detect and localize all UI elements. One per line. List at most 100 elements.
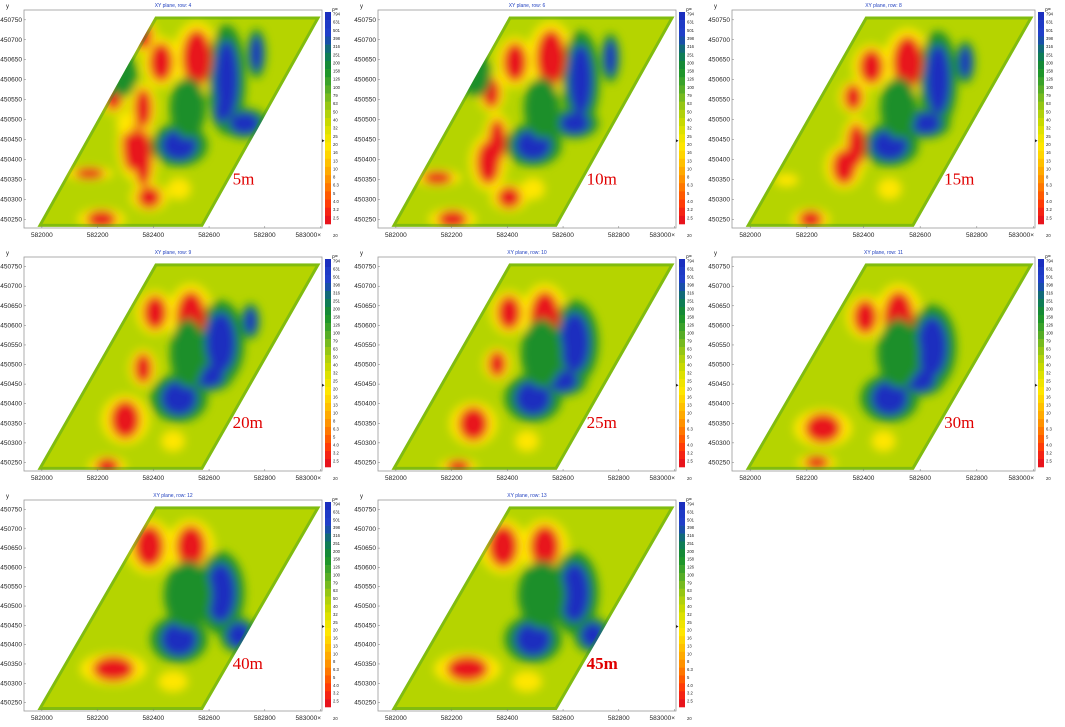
colorbar-unit: ρ= bbox=[332, 7, 338, 13]
y-tick-label: 450450 bbox=[354, 381, 376, 388]
y-tick-label: 450500 bbox=[0, 117, 22, 124]
colorbar-tick: 316 bbox=[1046, 44, 1054, 49]
colorbar-tick: 100 bbox=[687, 85, 695, 90]
survey-area bbox=[391, 16, 675, 227]
colorbar-tick: 126 bbox=[687, 565, 695, 570]
colorbar: 794 631 501 398 316 251 200 158 126 100 79 63 50 40 32… bbox=[325, 12, 341, 225]
x-tick-label: 582000 bbox=[385, 232, 407, 239]
colorbar-tick: 5 bbox=[687, 191, 690, 196]
x-tick-label: 582600 bbox=[198, 475, 220, 482]
y-tick-label: 450450 bbox=[354, 622, 376, 629]
colorbar-tick: 40 bbox=[1046, 118, 1051, 123]
y-tick-label: 450250 bbox=[0, 216, 22, 223]
x-tick-label: 582800 bbox=[966, 475, 988, 482]
y-tick-label: 450650 bbox=[708, 303, 730, 310]
y-tick-label: 450400 bbox=[708, 156, 730, 163]
depth-label: 30m bbox=[944, 413, 974, 432]
panel-6: XY plane, row: 11 y 450750 450700 450650 4506… bbox=[708, 247, 1065, 487]
y-tick-label: 450750 bbox=[708, 17, 730, 24]
colorbar-tick: 25 bbox=[687, 379, 692, 384]
survey-area bbox=[37, 263, 321, 470]
y-tick-label: 450400 bbox=[708, 401, 730, 408]
colorbar-tick: 398 bbox=[1046, 36, 1054, 41]
colorbar-tick: 3.2 bbox=[687, 451, 693, 456]
colorbar-unit: ρ= bbox=[332, 497, 338, 503]
x-tick-label: 582400 bbox=[142, 475, 164, 482]
panel-title: XY plane, row: 10 bbox=[507, 250, 547, 256]
x-tick-label: 583000× bbox=[1009, 475, 1035, 482]
colorbar-min: 20 bbox=[687, 476, 692, 481]
colorbar-tick: 158 bbox=[1046, 69, 1054, 74]
x-tick-label: 582400 bbox=[853, 475, 875, 482]
y-tick-label: 450750 bbox=[354, 506, 376, 513]
colorbar-tick: 8 bbox=[1046, 419, 1049, 424]
y-tick-label: 450350 bbox=[0, 661, 22, 668]
colorbar-tick: 50 bbox=[333, 596, 338, 601]
colorbar-tick: 16 bbox=[687, 636, 692, 641]
colorbar-tick: 631 bbox=[687, 267, 695, 272]
colorbar-tick: 50 bbox=[1046, 355, 1051, 360]
colorbar-tick: 2.5 bbox=[1046, 215, 1052, 220]
colorbar-tick: 20 bbox=[687, 387, 692, 392]
heatmap-svg-4: XY plane, row: 9 y 450750 450700 450650 45060… bbox=[0, 250, 341, 482]
y-tick-label: 450550 bbox=[708, 97, 730, 104]
colorbar-tick: 3.2 bbox=[687, 691, 693, 696]
y-tick-label: 450650 bbox=[708, 57, 730, 64]
colorbar-tick: 20 bbox=[333, 387, 338, 392]
survey-area bbox=[391, 263, 675, 470]
y-axis-label: y bbox=[360, 251, 363, 257]
colorbar-tick: 3.2 bbox=[1046, 451, 1052, 456]
colorbar-tick: 2.5 bbox=[687, 215, 693, 220]
survey-area bbox=[745, 16, 1034, 227]
colorbar-tick: 5 bbox=[333, 191, 336, 196]
y-tick-label: 450450 bbox=[0, 136, 22, 143]
colorbar-tick: 100 bbox=[687, 331, 695, 336]
heatmap-svg-8: XY plane, row: 13 y 450750 450700 450650 4506… bbox=[354, 493, 695, 722]
y-tick-label: 450250 bbox=[354, 216, 376, 223]
panel-4: XY plane, row: 9 y 450750 450700 450650 45060… bbox=[0, 247, 352, 487]
colorbar-tick: 2.5 bbox=[333, 459, 339, 464]
colorbar-tick: 251 bbox=[333, 299, 341, 304]
colorbar-marker-icon bbox=[676, 383, 679, 387]
colorbar-tick: 200 bbox=[333, 307, 341, 312]
y-tick-label: 450700 bbox=[708, 283, 730, 290]
colorbar-tick: 6.3 bbox=[333, 667, 339, 672]
colorbar-min: 20 bbox=[333, 233, 338, 238]
panel-3: XY plane, row: 8 y 450750 450700 450650 45060… bbox=[708, 0, 1065, 244]
y-tick-label: 450550 bbox=[354, 342, 376, 349]
panel-5: XY plane, row: 10 y 450750 450700 450650 4506… bbox=[354, 247, 706, 487]
colorbar-tick: 20 bbox=[333, 628, 338, 633]
colorbar-tick: 200 bbox=[1046, 307, 1054, 312]
colorbar-marker-icon bbox=[322, 139, 325, 143]
colorbar-tick: 631 bbox=[333, 509, 341, 514]
colorbar-tick: 2.5 bbox=[333, 699, 339, 704]
colorbar-tick: 126 bbox=[687, 323, 695, 328]
y-tick-label: 450250 bbox=[354, 459, 376, 466]
y-tick-label: 450650 bbox=[354, 57, 376, 64]
colorbar-tick: 3.2 bbox=[333, 451, 339, 456]
y-tick-label: 450500 bbox=[708, 117, 730, 124]
colorbar-tick: 4.0 bbox=[333, 443, 339, 448]
x-tick-label: 582200 bbox=[441, 232, 463, 239]
colorbar-tick: 40 bbox=[687, 118, 692, 123]
y-tick-label: 450300 bbox=[0, 440, 22, 447]
colorbar-tick: 5 bbox=[333, 435, 336, 440]
colorbar-tick: 501 bbox=[333, 275, 341, 280]
colorbar-tick: 501 bbox=[1046, 28, 1054, 33]
colorbar-tick: 200 bbox=[687, 307, 695, 312]
colorbar-tick: 398 bbox=[687, 283, 695, 288]
x-tick-label: 583000× bbox=[650, 232, 676, 239]
y-tick-label: 450450 bbox=[0, 381, 22, 388]
colorbar-tick: 398 bbox=[333, 525, 341, 530]
colorbar-min: 20 bbox=[333, 716, 338, 721]
colorbar: 794 631 501 398 316 251 200 158 126 100 79 63 50 40 32… bbox=[1038, 12, 1054, 225]
panel-title: XY plane, row: 11 bbox=[864, 250, 903, 256]
colorbar-tick: 6.3 bbox=[333, 427, 339, 432]
colorbar-tick: 20 bbox=[687, 142, 692, 147]
panel-title: XY plane, row: 8 bbox=[865, 3, 902, 9]
colorbar-tick: 16 bbox=[1046, 395, 1051, 400]
colorbar-tick: 631 bbox=[1046, 20, 1054, 25]
x-tick-label: 582200 bbox=[87, 475, 109, 482]
y-tick-label: 450500 bbox=[354, 117, 376, 124]
colorbar-tick: 2.5 bbox=[333, 215, 339, 220]
